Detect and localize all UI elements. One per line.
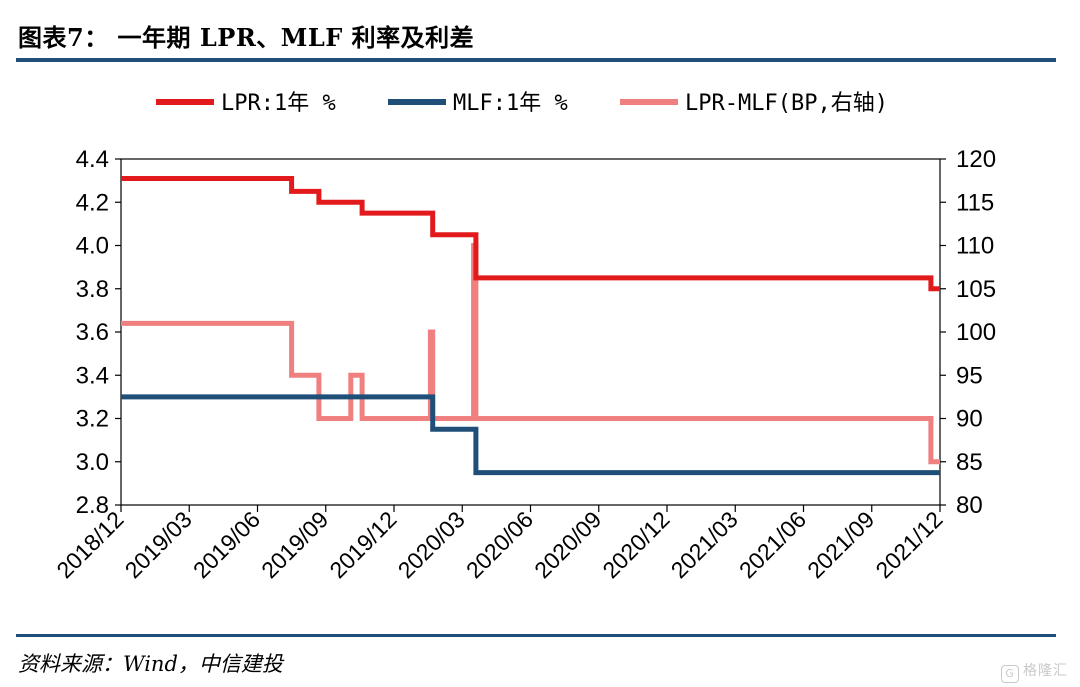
right-tick-label: 80 xyxy=(956,492,983,519)
watermark-logo-icon: G xyxy=(1001,665,1019,683)
x-tick-label: 2020/03 xyxy=(393,506,470,583)
legend-label-lpr: LPR:1年 % xyxy=(221,91,336,116)
series-line-lpr xyxy=(121,176,940,292)
legend-label-mlf: MLF:1年 % xyxy=(453,91,568,116)
x-tick-label: 2021/12 xyxy=(870,506,947,583)
x-tick-label: 2020/12 xyxy=(597,506,674,583)
right-tick-label: 105 xyxy=(956,276,996,303)
watermark: G 格隆汇 xyxy=(1001,660,1068,683)
right-tick-label: 100 xyxy=(956,319,996,346)
left-tick-label: 4.2 xyxy=(76,189,109,216)
left-tick-label: 4.0 xyxy=(76,233,109,260)
x-tick-label: 2019/03 xyxy=(120,506,197,583)
left-axis: 4.4 4.2 4.0 3.8 3.6 3.4 3.2 3.0 2.8 xyxy=(76,146,121,519)
watermark-text: 格隆汇 xyxy=(1023,663,1068,679)
x-tick-label: 2021/03 xyxy=(666,506,743,583)
right-axis: 120 115 110 105 100 95 90 85 80 xyxy=(940,146,996,519)
left-tick-label: 3.6 xyxy=(76,319,109,346)
title-bar: 图表7： 一年期 LPR、MLF 利率及利差 xyxy=(16,14,1056,56)
series-line-spread xyxy=(121,243,940,465)
figure-title: 图表7： 一年期 LPR、MLF 利率及利差 xyxy=(18,23,475,52)
right-tick-label: 115 xyxy=(956,189,994,216)
right-tick-label: 110 xyxy=(956,233,994,260)
left-tick-label: 3.0 xyxy=(76,449,109,476)
right-tick-label: 90 xyxy=(956,406,983,433)
left-tick-label: 4.4 xyxy=(76,146,109,173)
x-tick-label: 2019/09 xyxy=(256,506,333,583)
right-tick-label: 85 xyxy=(956,449,983,476)
x-tick-label: 2019/12 xyxy=(324,506,401,583)
legend: LPR:1年 % MLF:1年 % LPR-MLF(BP,右轴) xyxy=(156,91,888,116)
legend-label-spread: LPR-MLF(BP,右轴) xyxy=(685,91,888,116)
series-line-mlf xyxy=(121,394,940,476)
x-tick-label: 2020/09 xyxy=(529,506,606,583)
right-tick-label: 120 xyxy=(956,146,996,173)
x-tick-label: 2021/06 xyxy=(734,506,811,583)
x-tick-label: 2019/06 xyxy=(188,506,265,583)
chart-svg: LPR:1年 % MLF:1年 % LPR-MLF(BP,右轴) 4.4 4.2 4.0… xyxy=(51,91,996,583)
x-tick-label: 2020/06 xyxy=(461,506,538,583)
right-tick-label: 95 xyxy=(956,362,983,389)
left-tick-label: 3.2 xyxy=(76,406,109,433)
plot-frame xyxy=(120,158,941,506)
bottom-rule xyxy=(16,634,1056,637)
top-rule xyxy=(16,58,1056,62)
x-tick-label: 2021/09 xyxy=(802,506,879,583)
left-tick-label: 2.8 xyxy=(76,492,109,519)
left-tick-label: 3.8 xyxy=(76,276,109,303)
series-layer xyxy=(121,176,940,476)
source-note: 资料来源：Wind，中信建投 xyxy=(18,652,283,676)
x-axis: 2018/122019/032019/062019/092019/122020/… xyxy=(51,505,948,583)
left-tick-label: 3.4 xyxy=(76,362,109,389)
